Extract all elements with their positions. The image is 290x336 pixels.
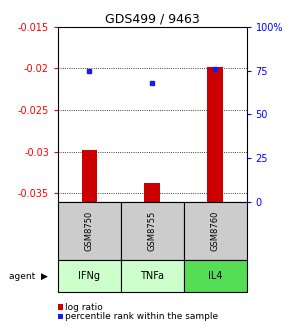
Title: GDS499 / 9463: GDS499 / 9463 [105, 13, 200, 26]
Text: TNFa: TNFa [140, 271, 164, 281]
Text: GSM8755: GSM8755 [148, 211, 157, 251]
Bar [207, 67, 223, 202]
Text: agent  ▶: agent ▶ [9, 272, 48, 281]
Text: log ratio: log ratio [65, 303, 103, 311]
Text: IFNg: IFNg [78, 271, 100, 281]
Text: percentile rank within the sample: percentile rank within the sample [65, 312, 218, 321]
Bar [81, 150, 97, 202]
Bar [144, 183, 160, 202]
Text: IL4: IL4 [208, 271, 222, 281]
Text: GSM8760: GSM8760 [211, 211, 220, 251]
Text: GSM8750: GSM8750 [85, 211, 94, 251]
